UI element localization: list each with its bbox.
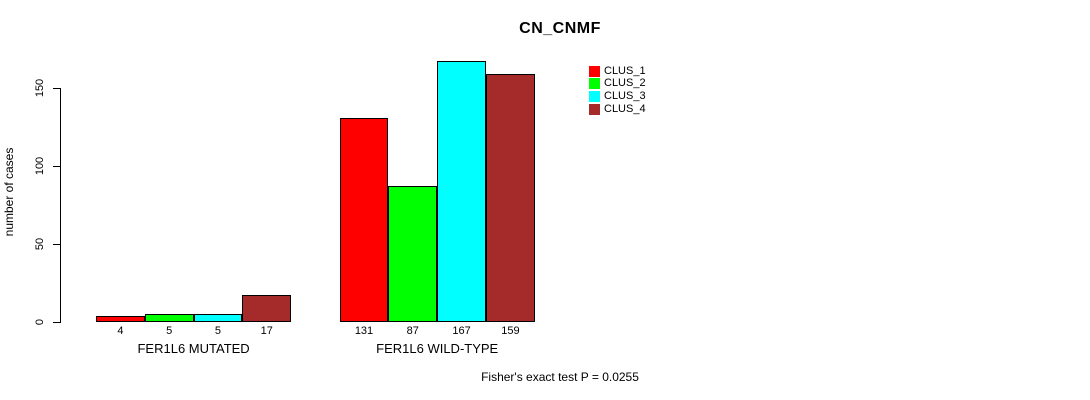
legend-label: CLUS_4 xyxy=(604,102,646,115)
y-axis-tick-150 xyxy=(53,87,60,89)
bar-clus_4-fer1l6-wild-type xyxy=(486,73,535,322)
legend-label: CLUS_2 xyxy=(604,77,646,90)
bar-clus_1-fer1l6-mutated xyxy=(96,315,145,322)
chart-title: CN_CNMF xyxy=(519,20,601,37)
bar-clus_4-fer1l6-mutated xyxy=(242,295,292,322)
bar-value-label: 159 xyxy=(501,325,520,337)
bar-value-label: 131 xyxy=(354,325,374,337)
y-axis-tick-100 xyxy=(53,165,60,167)
y-axis-tick-label-0: 0 xyxy=(34,318,46,326)
y-axis-line xyxy=(60,88,61,323)
legend-item-clus_4: CLUS_4 xyxy=(589,103,646,116)
bar-value-label: 4 xyxy=(117,325,124,337)
legend: CLUS_1 CLUS_2 CLUS_3 CLUS_4 xyxy=(589,65,646,115)
legend-swatch-icon xyxy=(589,78,600,90)
bar-value-label: 5 xyxy=(166,325,173,337)
bar-clus_2-fer1l6-mutated xyxy=(144,314,194,322)
y-axis-tick-label-150: 150 xyxy=(34,78,46,98)
legend-swatch-icon xyxy=(589,65,600,77)
legend-item-clus_1: CLUS_1 xyxy=(589,65,646,78)
legend-item-clus_2: CLUS_2 xyxy=(589,78,646,91)
legend-label: CLUS_3 xyxy=(604,89,646,102)
bar-clus_2-fer1l6-wild-type xyxy=(388,186,438,322)
fisher-test-annotation: Fisher's exact test P = 0.0255 xyxy=(481,370,639,384)
legend-item-clus_3: CLUS_3 xyxy=(589,90,646,103)
y-axis-tick-0 xyxy=(53,321,60,323)
x-category-label-fer1l6-wild-type: FER1L6 WILD-TYPE xyxy=(376,341,499,356)
bar-clus_1-fer1l6-wild-type xyxy=(339,117,389,322)
bar-value-label: 167 xyxy=(452,325,471,337)
y-axis-tick-label-50: 50 xyxy=(34,237,46,251)
x-category-label-fer1l6-mutated: FER1L6 MUTATED xyxy=(137,341,250,356)
y-axis-tick-label-100: 100 xyxy=(34,156,46,176)
bar-clus_3-fer1l6-wild-type xyxy=(437,61,486,322)
bar-value-label: 5 xyxy=(214,325,222,337)
bar-value-label: 17 xyxy=(260,325,273,337)
y-axis-tick-50 xyxy=(53,243,60,245)
y-axis-label: number of cases xyxy=(2,147,16,237)
bar-clus_3-fer1l6-mutated xyxy=(193,314,243,322)
legend-label: CLUS_1 xyxy=(604,64,646,77)
bar-value-label: 87 xyxy=(406,325,419,337)
legend-swatch-icon xyxy=(589,103,600,115)
legend-swatch-icon xyxy=(589,90,600,102)
